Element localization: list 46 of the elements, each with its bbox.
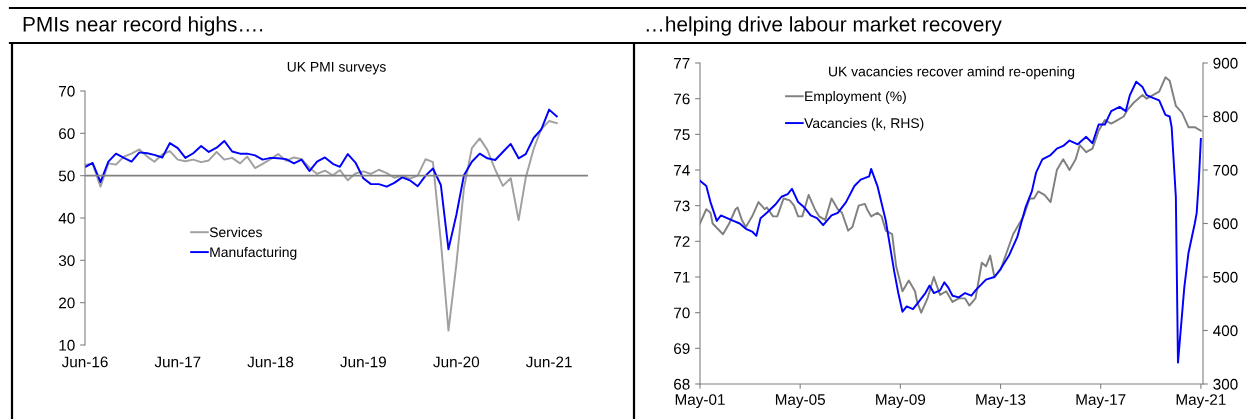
chart-subtitle: UK vacancies recover amind re-opening [829,66,1075,80]
y-tick-label: 76 [674,93,690,105]
y2-tick-label: 600 [1213,218,1238,230]
y-tick-label: 30 [58,255,75,267]
y-tick-label: 68 [674,378,690,390]
chart-title: …helping drive labour market recovery [646,16,1002,36]
x-tick-label: May-13 [976,394,1026,408]
y-tick-label: 72 [674,236,690,247]
x-tick-label: May-21 [1176,394,1226,408]
y-tick-label: 73 [674,200,690,212]
y-tick-label: 69 [674,343,690,355]
x-tick-label: Jun-18 [247,356,294,368]
y2-tick-label: 400 [1213,325,1238,337]
chart-title: PMIs near record highs…. [23,16,263,36]
x-tick-label: May-05 [775,394,826,408]
legend-label: Manufacturing [210,246,297,260]
x-tick-label: Jun-16 [61,356,108,368]
x-tick-label: Jun-19 [340,356,386,368]
y-tick-label: 71 [674,272,690,283]
chart-subtitle: UK PMI surveys [287,62,386,75]
x-tick-label: May-01 [675,394,725,408]
y-tick-label: 40 [58,212,75,224]
x-tick-label: Jun-17 [154,356,201,368]
x-tick-label: Jun-21 [526,356,572,368]
x-tick-label: May-17 [1076,394,1126,408]
y-tick-label: 70 [59,85,75,97]
legend-label: Vacancies (k, RHS) [804,117,924,131]
y-tick-label: 20 [59,297,75,309]
y2-tick-label: 700 [1213,164,1238,176]
y2-tick-label: 300 [1213,378,1238,390]
y-tick-label: 10 [59,339,75,351]
line-series [85,120,558,332]
legend-label: Employment (%) [805,91,906,104]
y-tick-label: 60 [59,128,75,140]
y-tick-label: 70 [674,307,690,319]
y-tick-label: 75 [674,129,690,141]
x-tick-label: Jun-20 [433,356,480,368]
y-tick-label: 50 [58,170,75,182]
y-tick-label: 74 [674,165,690,176]
legend-label: Services [209,226,262,238]
x-tick-label: May-09 [876,394,926,408]
y2-tick-label: 900 [1213,57,1238,69]
y2-tick-label: 800 [1213,111,1238,123]
line-series [700,80,1202,364]
y2-tick-label: 500 [1213,271,1238,283]
y-tick-label: 77 [674,58,690,69]
